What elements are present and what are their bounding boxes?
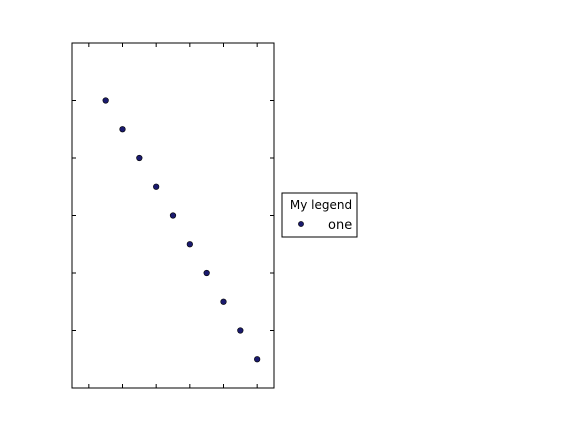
data-point-1-6: [186, 241, 193, 248]
data-point-1-8: [220, 298, 227, 305]
data-point-1-1: [102, 97, 109, 104]
data-point-1-7: [203, 269, 210, 277]
legend-marker-one: [298, 221, 304, 227]
data-point-1-2: [119, 126, 126, 133]
data-point-1-9: [237, 327, 244, 334]
data-point-1-4: [153, 183, 160, 190]
plot-area-frame: [71, 42, 275, 389]
data-points: [102, 97, 261, 363]
data-point-1-10: [254, 356, 261, 363]
legend-box: [281, 192, 358, 238]
data-point-1-5: [169, 212, 177, 219]
legend-title: My legend: [290, 198, 352, 212]
legend-label-one: one: [328, 218, 352, 233]
data-point-1-3: [136, 154, 143, 162]
legend: My legend one: [281, 192, 358, 238]
